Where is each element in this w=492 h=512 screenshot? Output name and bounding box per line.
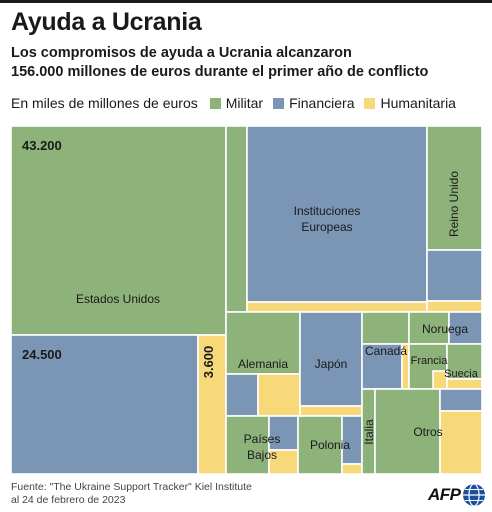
ie-financiera-block (246, 125, 428, 303)
label-canada: Canadá (365, 344, 407, 358)
legend-swatch-humanitaria (364, 97, 376, 109)
label-instituciones-europeas-1: Instituciones (294, 204, 361, 218)
ie-militar-strip (225, 125, 248, 313)
label-noruega: Noruega (422, 322, 468, 336)
label-estados-unidos: Estados Unidos (76, 292, 160, 306)
source-note: Fuente: "The Ukraine Support Tracker" Ki… (11, 481, 252, 507)
legend-label-financiera: Financiera (289, 95, 355, 111)
otros-humanitaria-block (439, 410, 483, 475)
se-humanitaria-block (446, 378, 483, 390)
label-paises-bajos-1: Países (244, 432, 281, 446)
us-financiera-block (10, 334, 199, 475)
label-instituciones-europeas-2: Europeas (301, 220, 352, 234)
ca-financiera-block (361, 343, 403, 390)
uk-militar-block (426, 125, 483, 251)
us-humanitaria-block (197, 334, 227, 475)
subtitle-line-2: 156.000 millones de euros durante el pri… (11, 64, 429, 80)
jp-humanitaria-block (299, 405, 363, 417)
fr-militar-block (408, 343, 448, 390)
label-otros: Otros (413, 425, 442, 439)
label-francia: Francia (411, 355, 449, 367)
chart-subtitle: Los compromisos de ayuda a Ucrania alcan… (11, 44, 481, 82)
se-militar-block (446, 343, 483, 380)
source-line-2: al 24 de febrero de 2023 (11, 494, 126, 506)
label-reino-unido: Reino Unido (447, 171, 461, 237)
label-polonia: Polonia (310, 438, 350, 452)
label-suecia: Suecia (444, 368, 479, 380)
ie-humanitaria-block (246, 301, 428, 313)
label-alemania: Alemania (238, 357, 288, 371)
subtitle-line-1: Los compromisos de ayuda a Ucrania alcan… (11, 45, 352, 61)
de-humanitaria-block (257, 373, 301, 417)
chart-title: Ayuda a Ucrania (11, 8, 202, 36)
label-us-financiera-value: 24.500 (22, 347, 62, 362)
legend-swatch-militar (209, 97, 221, 109)
afp-logo: AFP (428, 482, 487, 508)
source-line-1: Fuente: "The Ukraine Support Tracker" Ki… (11, 481, 252, 493)
top-rule (0, 0, 492, 3)
otros-financiera-block (439, 388, 483, 412)
globe-icon (462, 483, 485, 507)
label-us-militar-value: 43.200 (22, 138, 62, 153)
legend-swatch-financiera (273, 97, 285, 109)
label-italia: Italia (362, 419, 376, 445)
legend: En miles de millones de euros Militar Fi… (11, 95, 462, 111)
label-paises-bajos-2: Bajos (247, 448, 277, 462)
de-militar-block (225, 311, 301, 375)
uk-financiera-block (426, 249, 483, 302)
uk-humanitaria-block (426, 300, 483, 313)
no-militar-block (408, 311, 450, 345)
label-japon: Japón (315, 357, 348, 371)
legend-label-militar: Militar (225, 95, 264, 111)
legend-unit: En miles de millones de euros (11, 95, 198, 111)
de-financiera-block (225, 373, 259, 417)
label-us-humanitaria-value: 3.600 (201, 346, 216, 379)
otros-militar-block (374, 388, 441, 475)
nl-financiera-block (268, 415, 299, 451)
legend-label-humanitaria: Humanitaria (380, 95, 456, 111)
us-militar-block (10, 125, 227, 336)
ca-militar-block (361, 311, 410, 345)
pl-humanitaria-block (341, 463, 363, 475)
afp-logo-text: AFP (428, 485, 461, 504)
